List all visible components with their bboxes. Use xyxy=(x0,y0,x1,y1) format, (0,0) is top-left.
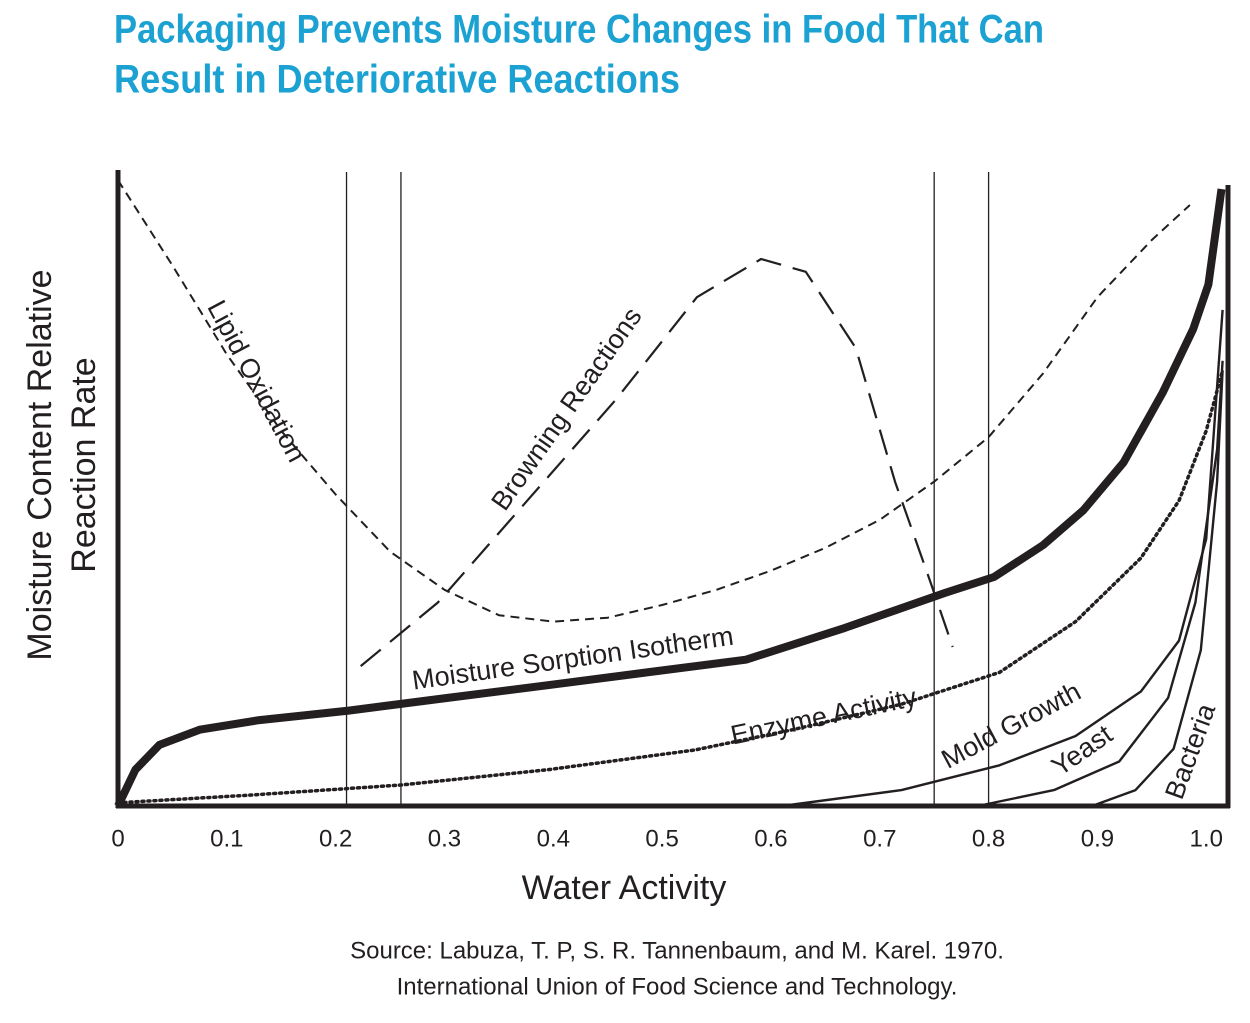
x-tick-label: 0.3 xyxy=(428,825,461,852)
x-tick-label: 0.1 xyxy=(210,825,243,852)
x-tick-label: 0.8 xyxy=(972,825,1005,852)
series-label: Lipid Oxidation xyxy=(201,295,311,467)
series-label: Browning Reactions xyxy=(485,302,647,516)
x-tick-label: 1.0 xyxy=(1190,825,1223,852)
x-tick-label: 0.7 xyxy=(863,825,896,852)
chart-title: Packaging Prevents Moisture Changes in F… xyxy=(114,8,1044,52)
series-line xyxy=(977,360,1224,808)
source-note: International Union of Food Science and … xyxy=(397,973,958,1000)
chart-title: Result in Deteriorative Reactions xyxy=(114,58,680,102)
series-line xyxy=(360,257,954,667)
series-label: Yeast xyxy=(1046,719,1118,782)
y-axis-title: Reaction Rate xyxy=(65,357,103,572)
x-tick-label: 0.9 xyxy=(1081,825,1114,852)
x-axis-title: Water Activity xyxy=(522,869,727,907)
series-label: Enzyme Activity xyxy=(728,682,920,751)
x-tick-label: 0 xyxy=(111,825,124,852)
series-line xyxy=(116,368,1225,805)
series-line xyxy=(117,179,1191,623)
series-line xyxy=(114,188,1226,808)
plot-area: 0 0.1 0.2 0.3 0.4 0.5 0.6 0.7 0.8 0.9 1.0 Lipid Oxi… xyxy=(111,172,1226,852)
source-note: Source: Labuza, T. P, S. R. Tannenbaum, … xyxy=(350,937,1004,964)
x-tick-label: 0.2 xyxy=(319,825,352,852)
y-axis-title: Moisture Content Relative xyxy=(21,269,59,660)
x-tick-label: 0.4 xyxy=(537,825,570,852)
x-tick-label: 0.5 xyxy=(645,825,678,852)
series-line xyxy=(1091,370,1224,808)
x-tick-label: 0.6 xyxy=(754,825,787,852)
series-label: Bacteria xyxy=(1159,699,1221,803)
